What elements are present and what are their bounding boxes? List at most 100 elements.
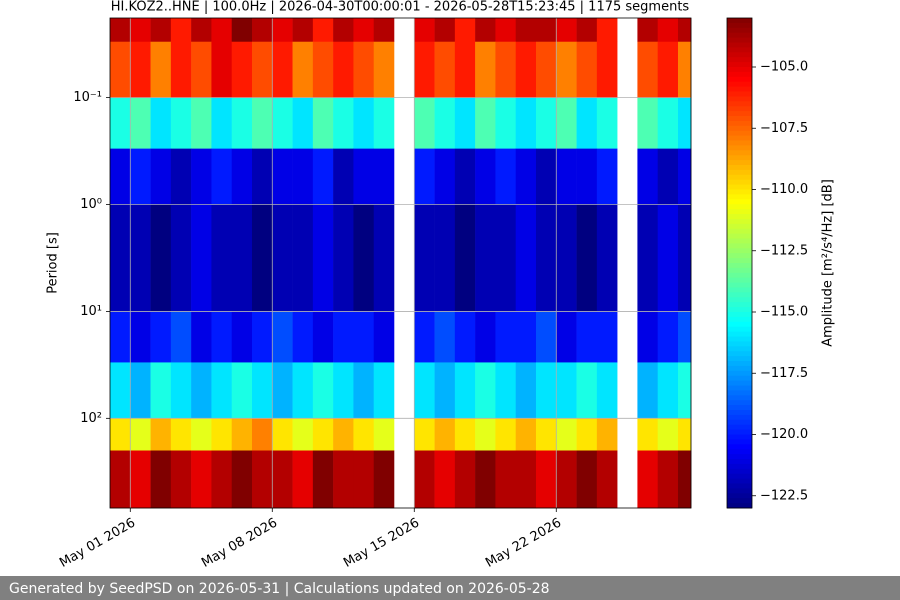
heatmap-cell bbox=[454, 450, 476, 509]
colorbar-swatch bbox=[727, 253, 752, 259]
colorbar-swatch bbox=[727, 444, 752, 450]
heatmap-cell bbox=[576, 418, 598, 451]
heatmap-cell bbox=[170, 204, 192, 312]
heatmap-cell bbox=[535, 41, 557, 98]
heatmap-cell bbox=[130, 311, 151, 363]
colorbar-swatch bbox=[727, 312, 752, 318]
colorbar-swatch bbox=[727, 165, 752, 171]
heatmap-cell bbox=[150, 450, 172, 509]
heatmap-cell bbox=[231, 450, 253, 509]
heatmap-cell bbox=[414, 41, 435, 98]
heatmap-cell bbox=[535, 362, 557, 419]
colorbar-swatch bbox=[727, 62, 752, 68]
heatmap-cell bbox=[515, 418, 537, 451]
colorbar-swatch bbox=[727, 390, 752, 396]
y-tick-label: 10¹ bbox=[80, 304, 102, 319]
heatmap-cell bbox=[454, 362, 476, 419]
heatmap-cell bbox=[211, 97, 233, 149]
colorbar-swatch bbox=[727, 395, 752, 401]
colorbar-swatch bbox=[727, 67, 752, 73]
heatmap-cell bbox=[677, 204, 692, 312]
heatmap-cell bbox=[515, 148, 537, 205]
heatmap-cell bbox=[434, 418, 456, 451]
heatmap-cell bbox=[150, 362, 172, 419]
colorbar-swatch bbox=[727, 503, 752, 509]
heatmap-cell bbox=[414, 362, 435, 419]
colorbar-swatch bbox=[727, 135, 752, 141]
heatmap-cell bbox=[333, 450, 354, 509]
heatmap-cell bbox=[130, 41, 151, 98]
heatmap-cell bbox=[150, 204, 172, 312]
colorbar-swatch bbox=[727, 292, 752, 298]
heatmap-cell bbox=[130, 418, 151, 451]
heatmap-cell bbox=[231, 97, 253, 149]
colorbar-swatch bbox=[727, 439, 752, 445]
heatmap-cell bbox=[535, 204, 557, 312]
heatmap-cell bbox=[596, 450, 618, 509]
heatmap-cell bbox=[475, 362, 496, 419]
heatmap-cell bbox=[637, 311, 659, 363]
heatmap-cell bbox=[454, 418, 476, 451]
heatmap-cell bbox=[637, 18, 659, 43]
heatmap-cell bbox=[231, 148, 253, 205]
heatmap-cell bbox=[596, 18, 618, 43]
colorbar-swatch bbox=[727, 106, 752, 112]
heatmap-cell bbox=[191, 311, 212, 363]
heatmap-cell bbox=[434, 450, 456, 509]
heatmap-cell bbox=[211, 41, 233, 98]
colorbar-swatch bbox=[727, 326, 752, 333]
heatmap-cell bbox=[353, 148, 375, 205]
heatmap-cell bbox=[191, 18, 212, 43]
heatmap-cell bbox=[292, 18, 314, 43]
heatmap-cell bbox=[556, 148, 577, 205]
footer-bar bbox=[0, 576, 900, 600]
heatmap-cell bbox=[576, 41, 598, 98]
heatmap-cell bbox=[454, 148, 476, 205]
colorbar-swatch bbox=[727, 454, 752, 460]
heatmap-cell bbox=[150, 97, 172, 149]
heatmap-cell bbox=[515, 41, 537, 98]
colorbar-swatch bbox=[727, 169, 752, 176]
colorbar-swatch bbox=[727, 189, 752, 195]
heatmap-cell bbox=[130, 18, 151, 43]
heatmap-cell bbox=[596, 311, 618, 363]
heatmap-cell bbox=[231, 311, 253, 363]
heatmap-cell bbox=[637, 97, 659, 149]
heatmap-cell bbox=[576, 362, 598, 419]
heatmap-cell bbox=[596, 418, 618, 451]
heatmap-cell bbox=[231, 41, 253, 98]
heatmap-cell bbox=[515, 362, 537, 419]
heatmap-cell bbox=[110, 418, 131, 451]
heatmap-cell bbox=[333, 97, 354, 149]
heatmap-cell bbox=[353, 18, 375, 43]
heatmap-cell bbox=[414, 18, 435, 43]
colorbar-tick-label: −107.5 bbox=[760, 121, 808, 136]
heatmap-cell bbox=[312, 362, 334, 419]
heatmap-cell bbox=[535, 18, 557, 43]
heatmap-cell bbox=[434, 362, 456, 419]
heatmap-cell bbox=[312, 418, 334, 451]
heatmap-cell bbox=[637, 450, 659, 509]
heatmap-cell bbox=[414, 148, 435, 205]
heatmap-cell bbox=[251, 450, 273, 509]
heatmap-cell bbox=[292, 311, 314, 363]
heatmap-cell bbox=[251, 97, 273, 149]
y-tick-label: 10⁰ bbox=[80, 197, 102, 212]
heatmap-cell bbox=[211, 148, 233, 205]
heatmap-cell bbox=[475, 41, 496, 98]
heatmap-cell bbox=[353, 362, 375, 419]
colorbar-tick-label: −115.0 bbox=[760, 305, 808, 320]
heatmap-cell bbox=[191, 418, 212, 451]
heatmap-cell bbox=[170, 41, 192, 98]
heatmap-cell bbox=[272, 418, 293, 451]
heatmap-cell bbox=[110, 204, 131, 312]
colorbar-swatch bbox=[727, 302, 752, 308]
heatmap-cell bbox=[495, 418, 517, 451]
heatmap-cell bbox=[373, 204, 395, 312]
heatmap-cell bbox=[535, 148, 557, 205]
heatmap-cell bbox=[333, 418, 354, 451]
colorbar-swatch bbox=[727, 400, 752, 406]
colorbar-swatch bbox=[727, 120, 752, 127]
colorbar-swatch bbox=[727, 140, 752, 146]
heatmap-cell bbox=[556, 450, 577, 509]
